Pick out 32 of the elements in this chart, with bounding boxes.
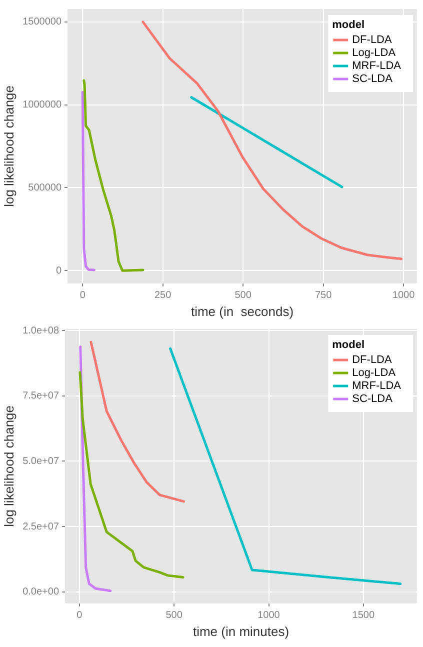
x-axis-title: time (in seconds)	[190, 304, 294, 319]
x-axis-title: time (in minutes)	[192, 624, 290, 639]
x-tick-label: 0	[80, 290, 86, 302]
y-tick-label: 1.0e+08	[22, 325, 60, 336]
x-tick-label: 0	[76, 610, 83, 622]
y-tick-label: 1000000	[22, 100, 62, 111]
legend-label: SC-LDA	[352, 393, 394, 406]
legend-label: MRF-LDA	[352, 380, 402, 392]
x-tick-label: 500	[234, 290, 252, 302]
y-tick-label: 7.5e+07	[22, 390, 60, 402]
x-tick-label: 1500	[352, 610, 375, 622]
y-tick-label: 500000	[28, 182, 62, 194]
legend-label: MRF-LDA	[352, 60, 402, 72]
y-tick-label: 0	[56, 265, 62, 276]
y-tick-label: 1500000	[22, 16, 62, 28]
x-tick-label: 750	[314, 290, 332, 302]
legend-label: SC-LDA	[352, 73, 394, 86]
y-axis-title: log likelihood change	[1, 85, 16, 207]
y-tick-label: 0.0e+00	[22, 586, 60, 598]
legend-title: model	[332, 19, 365, 32]
legend-title: model	[332, 339, 365, 352]
y-tick-label: 2.5e+07	[22, 521, 60, 532]
legend-label: Log-LDA	[352, 47, 396, 60]
legend-label: DF-LDA	[352, 354, 392, 366]
legend-label: DF-LDA	[352, 34, 392, 46]
x-tick-label: 500	[166, 610, 183, 622]
x-tick-label: 1000	[258, 610, 280, 622]
legend-label: Log-LDA	[352, 367, 396, 380]
y-axis-title: log likelihood change	[1, 405, 16, 527]
x-tick-label: 250	[154, 290, 172, 302]
x-tick-label: 1000	[392, 290, 416, 302]
y-tick-label: 5.0e+07	[22, 456, 60, 467]
